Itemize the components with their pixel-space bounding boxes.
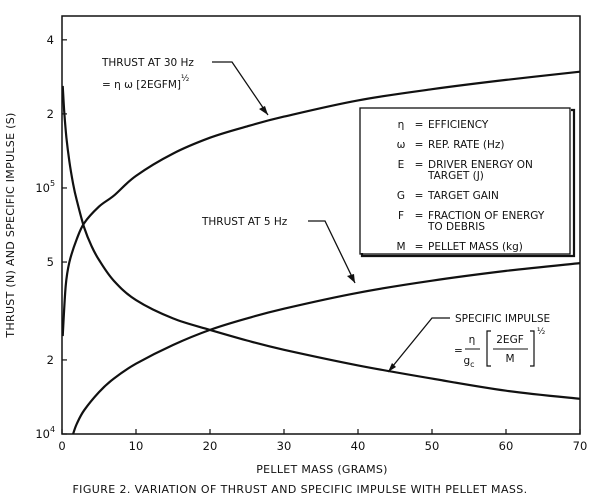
legend-equals: = [415, 241, 424, 253]
legend-equals: = [415, 210, 424, 222]
plot-frame [61, 15, 581, 435]
isp-formula-m: M [505, 353, 514, 365]
thrust-30hz-leader-line [212, 61, 269, 116]
y-tick-label: 5 [47, 255, 54, 269]
x-tick-label: 50 [425, 439, 440, 453]
legend-description-continued: TARGET (J) [427, 170, 484, 182]
specific-impulse-leader-line [387, 317, 450, 373]
thrust-30hz-label: THRUST AT 30 Hz [101, 57, 194, 69]
y-tick-label-exponent: 5 [50, 179, 55, 188]
legend-symbol: ω [397, 139, 406, 151]
specific-impulse-arrowhead [388, 363, 396, 372]
figure-caption: FIGURE 2. VARIATION OF THRUST AND SPECIF… [72, 483, 527, 496]
isp-formula-eta: η [469, 334, 476, 346]
legend-symbol: G [397, 190, 405, 202]
curves-group [61, 70, 581, 435]
thrust-30hz-formula-exponent: ½ [181, 74, 189, 84]
legend-box [359, 107, 571, 255]
annotation-thrust-5hz: THRUST AT 5 Hz [201, 216, 356, 284]
legend-symbol: E [398, 159, 405, 171]
y-tick-label: 4 [47, 33, 54, 47]
x-tick-label: 70 [573, 439, 588, 453]
isp-formula-2egf: 2EGF [496, 334, 524, 346]
legend: η = EFFICIENCY ω = REP. RATE (Hz) E = DRIVER ENE… [359, 107, 576, 258]
legend-equals: = [415, 139, 424, 151]
legend-symbol: η [398, 119, 405, 131]
legend-description: EFFICIENCY [428, 119, 489, 131]
y-tick-label: 10 [35, 181, 50, 195]
thrust-30hz-arrowhead [259, 106, 268, 115]
legend-rows: η = EFFICIENCY ω = REP. RATE (Hz) E = DRIVER ENE… [396, 119, 544, 253]
x-tick-label: 40 [351, 439, 366, 453]
x-tick-label: 20 [203, 439, 218, 453]
thrust-30hz-formula: = η ω [2EGFM]½ [102, 74, 189, 91]
series-thrust-30hz-line [61, 70, 581, 337]
isp-formula-left-bracket [486, 330, 491, 367]
legend-description: FRACTION OF ENERGY [428, 210, 545, 222]
y-tick-label: 2 [47, 107, 54, 121]
legend-equals: = [415, 190, 424, 202]
legend-symbol: M [396, 241, 405, 253]
isp-formula-equals: = [454, 345, 463, 357]
legend-description: DRIVER ENERGY ON [428, 159, 533, 171]
x-tick-label: 0 [58, 439, 65, 453]
y-axis-title: THRUST (N) AND SPECIFIC IMPULSE (S) [4, 112, 17, 338]
legend-description: REP. RATE (Hz) [428, 139, 505, 151]
y-tick-label: 10 [35, 427, 50, 441]
isp-formula-right-bracket [530, 330, 535, 367]
thrust-5hz-arrowhead [347, 274, 355, 283]
thrust-5hz-label: THRUST AT 5 Hz [201, 216, 288, 228]
y-tick-label: 2 [47, 353, 54, 367]
x-tick-label: 30 [277, 439, 292, 453]
legend-equals: = [415, 119, 424, 131]
legend-description-continued: TO DEBRIS [427, 221, 485, 233]
legend-box-shadow [360, 108, 576, 258]
x-tick-label: 60 [499, 439, 514, 453]
legend-equals: = [415, 159, 424, 171]
x-tick-label: 10 [129, 439, 144, 453]
isp-formula-g: gc [463, 355, 474, 369]
legend-description: PELLET MASS (kg) [428, 241, 523, 253]
x-axis-title: PELLET MASS (GRAMS) [256, 463, 388, 476]
specific-impulse-label: SPECIFIC IMPULSE [455, 313, 550, 325]
legend-symbol: F [398, 210, 404, 222]
x-axis-ticks: 0 10 20 30 40 50 60 70 [58, 429, 587, 453]
annotation-specific-impulse: SPECIFIC IMPULSE = η gc 2EGF M ½ [387, 313, 550, 373]
isp-formula-exponent: ½ [537, 327, 545, 337]
series-specific-impulse-line [61, 85, 581, 400]
series-thrust-5hz-line [72, 262, 581, 435]
thrust-30hz-formula-prefix: = η ω [2EGFM] [102, 79, 181, 91]
y-tick-label-exponent: 4 [50, 425, 55, 434]
annotation-thrust-30hz: THRUST AT 30 Hz = η ω [2EGFM]½ [101, 57, 269, 116]
thrust-5hz-leader-line [308, 220, 356, 284]
legend-description: TARGET GAIN [427, 190, 499, 202]
